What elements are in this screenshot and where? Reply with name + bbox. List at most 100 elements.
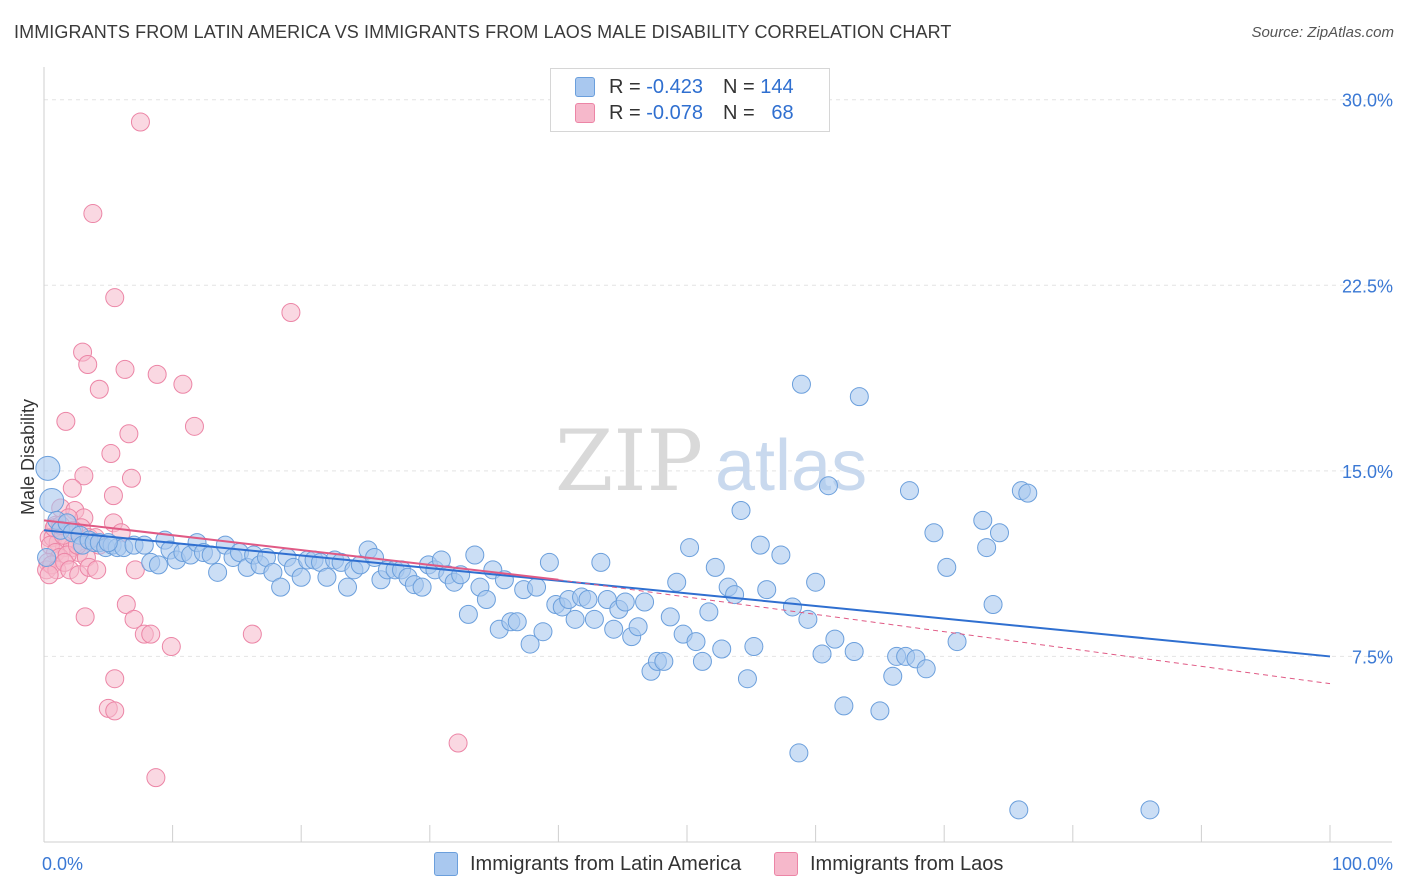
- trend-lines: [43, 519, 1331, 685]
- latin-america-point: [584, 609, 604, 629]
- laos-point: [116, 594, 136, 614]
- latin-america-point: [883, 666, 903, 686]
- latin-america-point: [983, 594, 1003, 614]
- laos-point: [125, 560, 145, 580]
- latin-america-point: [476, 590, 496, 610]
- latin-america-point: [744, 637, 764, 657]
- latin-america-point: [712, 639, 732, 659]
- latin-america-point: [791, 374, 811, 394]
- latin-america-point: [737, 669, 757, 689]
- series-laos: [37, 112, 468, 788]
- latin-america-point: [263, 562, 283, 582]
- latin-america-point: [849, 387, 869, 407]
- laos-trend-line-dashed: [558, 579, 1331, 685]
- laos-point: [78, 354, 98, 374]
- latin-america-point: [520, 634, 540, 654]
- latin-america-point: [750, 535, 770, 555]
- latin-america-point: [291, 567, 311, 587]
- laos-point: [87, 560, 107, 580]
- latin-america-point: [699, 602, 719, 622]
- latin-america-point: [565, 609, 585, 629]
- laos-trend-line: [43, 519, 559, 581]
- latin-america-point: [680, 538, 700, 558]
- legend-r-label: R =: [609, 101, 641, 124]
- latin-america-point: [615, 592, 635, 612]
- laos-point: [75, 607, 95, 627]
- laos-point: [105, 669, 125, 689]
- latin-america-point: [465, 545, 485, 565]
- latin-america-trend-line: [43, 529, 1331, 658]
- latin-america-point: [947, 632, 967, 652]
- latin-america-point: [757, 580, 777, 600]
- legend-r-value: -0.078: [646, 101, 703, 124]
- latin-america-point: [578, 590, 598, 610]
- latin-america-point: [806, 572, 826, 592]
- bottom-legend-laos: Immigrants from Laos: [774, 852, 1003, 876]
- laos-point: [147, 364, 167, 384]
- latin-america-point: [834, 696, 854, 716]
- legend-n-label: N =: [722, 75, 755, 98]
- axes: [43, 67, 1392, 843]
- latin-america-point: [789, 743, 809, 763]
- legend-swatch-pink: [575, 103, 595, 123]
- latin-america-point: [35, 455, 61, 481]
- latin-america-point: [989, 523, 1009, 543]
- laos-point: [242, 624, 262, 644]
- latin-america-point: [208, 562, 228, 582]
- latin-america-point: [507, 612, 527, 632]
- latin-america-point: [899, 481, 919, 501]
- x-tick-label: 100.0%: [1332, 854, 1393, 874]
- watermark-atlas: atlas: [715, 426, 867, 506]
- laos-point: [124, 609, 144, 629]
- latin-america-point: [731, 500, 751, 520]
- latin-america-point: [98, 533, 118, 553]
- latin-america-point: [667, 572, 687, 592]
- bottom-legend-swatch-pink: [774, 852, 798, 876]
- chart-title: IMMIGRANTS FROM LATIN AMERICA VS IMMIGRA…: [14, 22, 952, 42]
- legend-r-label: R =: [609, 75, 641, 98]
- laos-point: [83, 204, 103, 224]
- laos-point: [103, 486, 123, 506]
- legend: R = -0.423 N = 144 R = -0.078 N = 68: [550, 68, 830, 132]
- x-tick-label: 0.0%: [42, 854, 83, 874]
- watermark-zip: ZIP: [555, 412, 703, 510]
- bottom-legend-label: Immigrants from Latin America: [470, 852, 742, 875]
- latin-america-point: [973, 510, 993, 530]
- legend-n-value: 68: [771, 101, 794, 124]
- latin-america-point: [818, 476, 838, 496]
- laos-point: [448, 733, 468, 753]
- latin-america-point: [458, 604, 478, 624]
- latin-america-point: [604, 619, 624, 639]
- y-tick-label: 30.0%: [1342, 91, 1393, 111]
- latin-america-point: [924, 523, 944, 543]
- axis-labels: 7.5% 15.0% 22.5% 30.0% 0.0% 100.0% Male Disabi…: [18, 91, 1393, 874]
- laos-point: [146, 768, 166, 788]
- latin-america-point: [686, 632, 706, 652]
- latin-america-point: [725, 585, 745, 605]
- laos-point: [141, 624, 161, 644]
- y-tick-label: 7.5%: [1352, 647, 1393, 667]
- y-tick-label: 15.0%: [1342, 462, 1393, 482]
- latin-america-point: [271, 577, 291, 597]
- latin-america-point: [539, 552, 559, 572]
- latin-america-point: [317, 567, 337, 587]
- legend-swatch-blue: [575, 77, 595, 97]
- latin-america-point: [412, 577, 432, 597]
- latin-america-point: [916, 659, 936, 679]
- laos-point: [89, 379, 109, 399]
- legend-r-value: -0.423: [646, 75, 703, 98]
- latin-america-point: [798, 609, 818, 629]
- latin-america-point: [937, 557, 957, 577]
- laos-point: [115, 359, 135, 379]
- laos-point: [281, 303, 301, 323]
- laos-point: [56, 411, 76, 431]
- latin-america-point: [1140, 800, 1160, 820]
- laos-point: [62, 478, 82, 498]
- legend-n-label: N =: [722, 101, 755, 124]
- source-label: Source: ZipAtlas.com: [1251, 24, 1394, 41]
- laos-point: [130, 112, 150, 132]
- laos-point: [121, 468, 141, 488]
- bottom-legend-label: Immigrants from Laos: [810, 852, 1004, 875]
- latin-america-point: [844, 641, 864, 661]
